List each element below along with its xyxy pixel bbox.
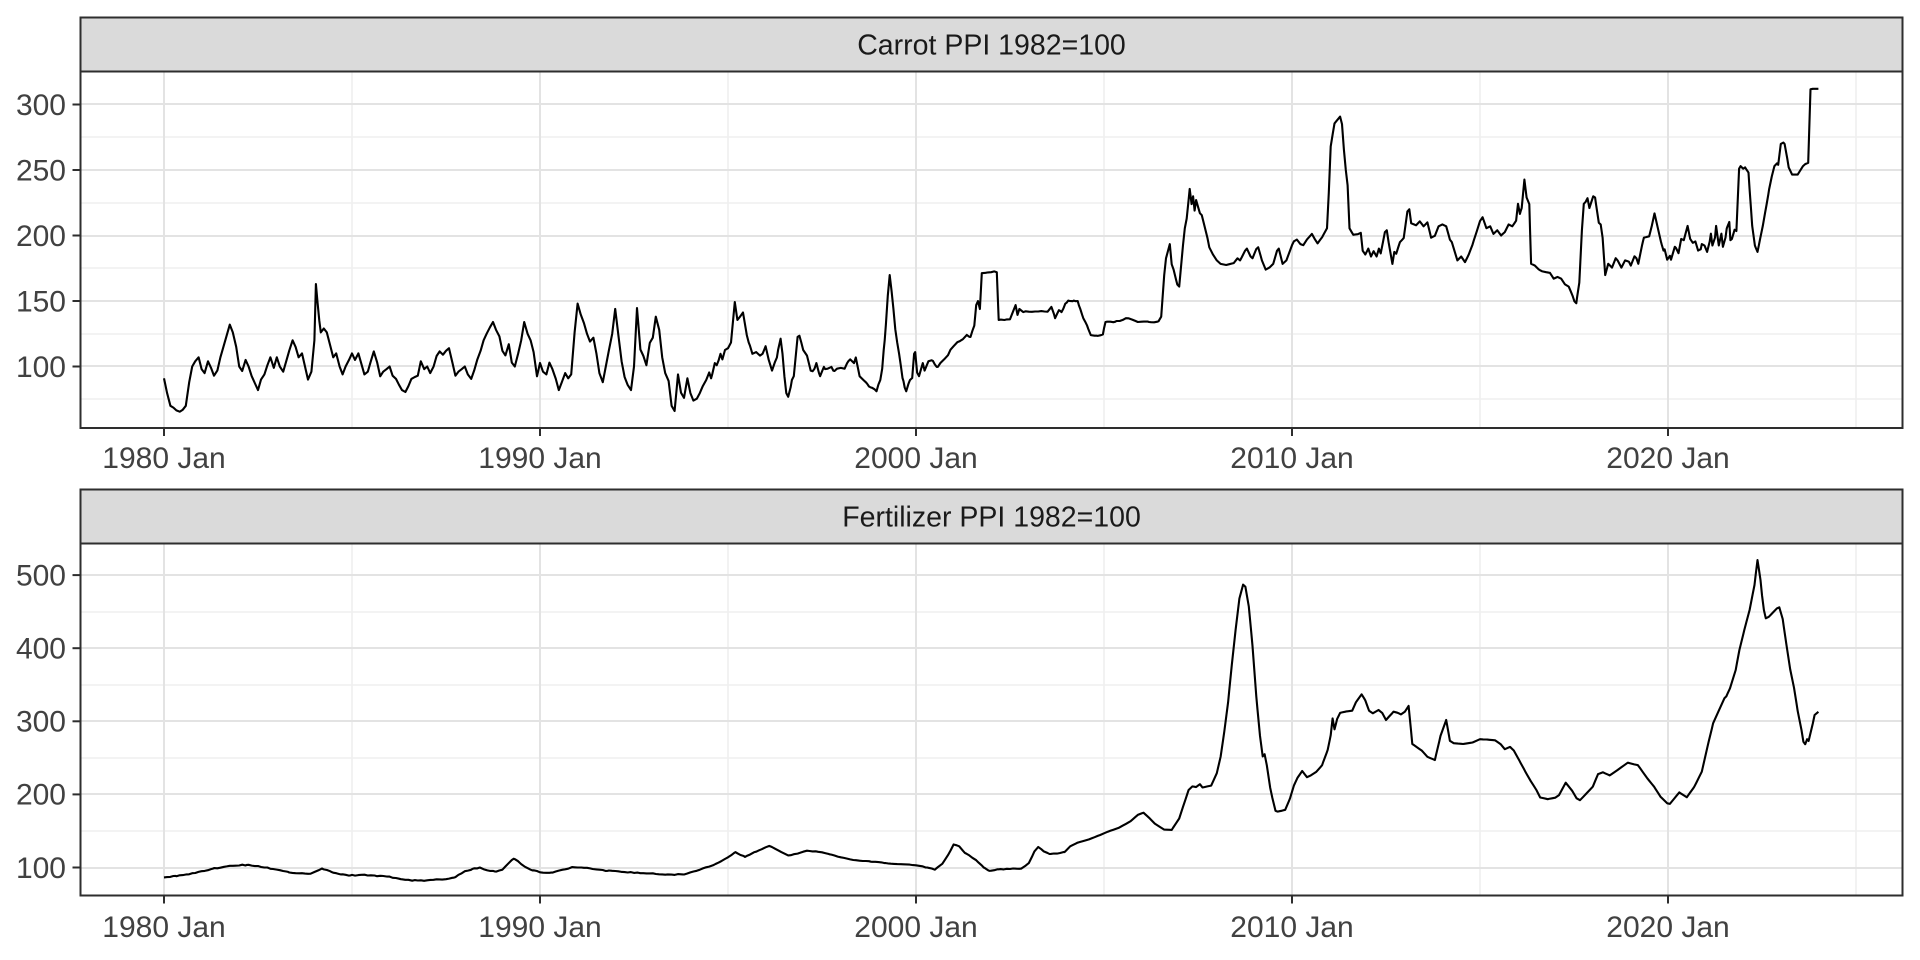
svg-text:100: 100 <box>16 351 66 384</box>
svg-text:100: 100 <box>16 852 66 885</box>
svg-text:200: 200 <box>16 779 66 812</box>
svg-text:1990 Jan: 1990 Jan <box>478 911 601 944</box>
svg-text:2010 Jan: 2010 Jan <box>1230 442 1353 475</box>
svg-text:2000 Jan: 2000 Jan <box>854 442 977 475</box>
svg-text:2020 Jan: 2020 Jan <box>1606 911 1729 944</box>
svg-text:250: 250 <box>16 154 66 187</box>
svg-text:200: 200 <box>16 220 66 253</box>
svg-text:Carrot PPI 1982=100: Carrot PPI 1982=100 <box>857 30 1126 62</box>
svg-text:400: 400 <box>16 633 66 666</box>
svg-text:300: 300 <box>16 706 66 739</box>
svg-text:300: 300 <box>16 89 66 122</box>
svg-text:Fertilizer PPI 1982=100: Fertilizer PPI 1982=100 <box>842 502 1141 534</box>
svg-text:500: 500 <box>16 559 66 592</box>
svg-text:1980 Jan: 1980 Jan <box>102 911 225 944</box>
svg-text:1990 Jan: 1990 Jan <box>478 442 601 475</box>
svg-text:2000 Jan: 2000 Jan <box>854 911 977 944</box>
svg-text:2020 Jan: 2020 Jan <box>1606 442 1729 475</box>
svg-text:2010 Jan: 2010 Jan <box>1230 911 1353 944</box>
svg-text:150: 150 <box>16 285 66 318</box>
svg-text:1980 Jan: 1980 Jan <box>102 442 225 475</box>
